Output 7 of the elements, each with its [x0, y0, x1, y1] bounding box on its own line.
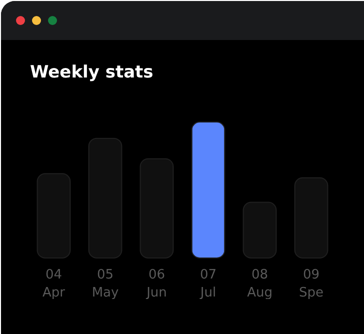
x-tick-label: 08 Aug: [247, 268, 272, 300]
x-tick-label: 05 May: [92, 268, 119, 300]
x-tick-label: 04 Apr: [42, 268, 66, 300]
x-tick-label: 07 Jul: [199, 268, 217, 300]
x-tick-label: 06 Jun: [146, 268, 167, 300]
chart-title: Weekly stats: [30, 62, 154, 82]
x-tick-label: 09 Spe: [298, 268, 324, 300]
